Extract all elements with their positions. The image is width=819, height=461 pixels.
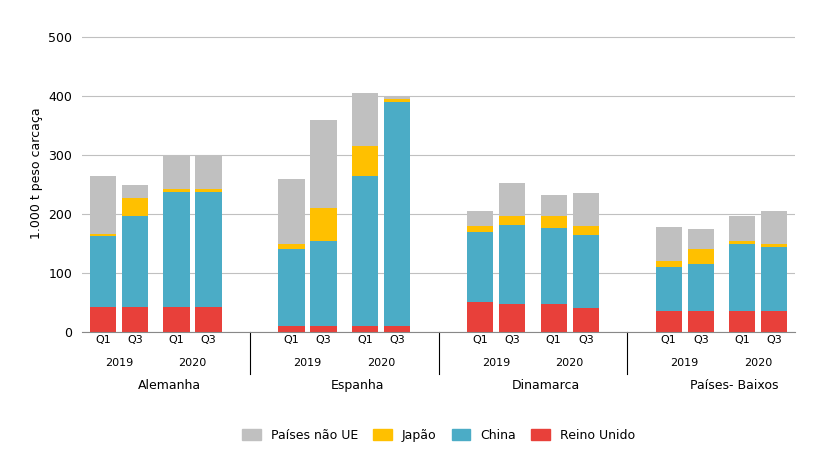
Bar bbox=[351, 93, 378, 147]
Bar bbox=[654, 311, 681, 332]
Text: Alemanha: Alemanha bbox=[138, 379, 201, 392]
Bar bbox=[383, 99, 410, 102]
Bar bbox=[499, 183, 525, 216]
Bar bbox=[90, 236, 116, 307]
Bar bbox=[278, 249, 305, 326]
Bar bbox=[572, 194, 598, 226]
Text: 2019: 2019 bbox=[482, 359, 509, 368]
Bar bbox=[163, 192, 190, 307]
Bar bbox=[90, 307, 116, 332]
Bar bbox=[499, 304, 525, 332]
Text: 2020: 2020 bbox=[743, 359, 771, 368]
Bar bbox=[466, 226, 493, 232]
Bar bbox=[195, 155, 222, 189]
Bar bbox=[351, 176, 378, 326]
Bar bbox=[163, 189, 190, 192]
Bar bbox=[466, 232, 493, 302]
Bar bbox=[163, 307, 190, 332]
Text: 2020: 2020 bbox=[555, 359, 583, 368]
Text: 2019: 2019 bbox=[105, 359, 133, 368]
Bar bbox=[278, 326, 305, 332]
Bar bbox=[383, 326, 410, 332]
Bar bbox=[383, 96, 410, 99]
Bar bbox=[466, 302, 493, 332]
Bar bbox=[122, 185, 148, 198]
Bar bbox=[310, 326, 337, 332]
Bar bbox=[760, 243, 786, 247]
Bar bbox=[90, 234, 116, 236]
Bar bbox=[122, 216, 148, 307]
Text: 2019: 2019 bbox=[670, 359, 698, 368]
Bar bbox=[195, 189, 222, 192]
Y-axis label: 1.000 t peso carcaça: 1.000 t peso carcaça bbox=[29, 107, 43, 239]
Bar bbox=[383, 102, 410, 326]
Bar bbox=[499, 216, 525, 225]
Bar bbox=[122, 307, 148, 332]
Bar bbox=[499, 225, 525, 304]
Bar bbox=[760, 247, 786, 311]
Bar bbox=[351, 147, 378, 176]
Bar bbox=[686, 311, 713, 332]
Bar bbox=[540, 228, 566, 304]
Text: 2019: 2019 bbox=[293, 359, 321, 368]
Bar bbox=[122, 198, 148, 216]
Bar bbox=[540, 195, 566, 216]
Bar bbox=[728, 216, 754, 241]
Bar bbox=[760, 211, 786, 243]
Bar bbox=[728, 311, 754, 332]
Bar bbox=[760, 311, 786, 332]
Bar bbox=[686, 249, 713, 264]
Text: Espanha: Espanha bbox=[331, 379, 384, 392]
Bar bbox=[728, 243, 754, 311]
Bar bbox=[686, 264, 713, 311]
Bar bbox=[654, 227, 681, 261]
Bar bbox=[572, 235, 598, 308]
Bar bbox=[195, 192, 222, 307]
Bar bbox=[654, 267, 681, 311]
Bar bbox=[195, 307, 222, 332]
Bar bbox=[540, 216, 566, 228]
Bar bbox=[163, 155, 190, 189]
Bar bbox=[572, 308, 598, 332]
Bar bbox=[90, 176, 116, 234]
Bar bbox=[278, 179, 305, 243]
Bar bbox=[540, 304, 566, 332]
Bar bbox=[686, 229, 713, 249]
Text: Dinamarca: Dinamarca bbox=[511, 379, 580, 392]
Bar bbox=[654, 261, 681, 267]
Legend: Países não UE, Japão, China, Reino Unido: Países não UE, Japão, China, Reino Unido bbox=[237, 424, 640, 447]
Bar bbox=[351, 326, 378, 332]
Text: 2020: 2020 bbox=[367, 359, 395, 368]
Bar bbox=[310, 120, 337, 208]
Text: Países- Baixos: Países- Baixos bbox=[690, 379, 778, 392]
Bar bbox=[572, 226, 598, 235]
Text: 2020: 2020 bbox=[179, 359, 206, 368]
Bar bbox=[310, 241, 337, 326]
Bar bbox=[466, 211, 493, 226]
Bar bbox=[728, 241, 754, 243]
Bar bbox=[310, 208, 337, 241]
Bar bbox=[278, 243, 305, 249]
